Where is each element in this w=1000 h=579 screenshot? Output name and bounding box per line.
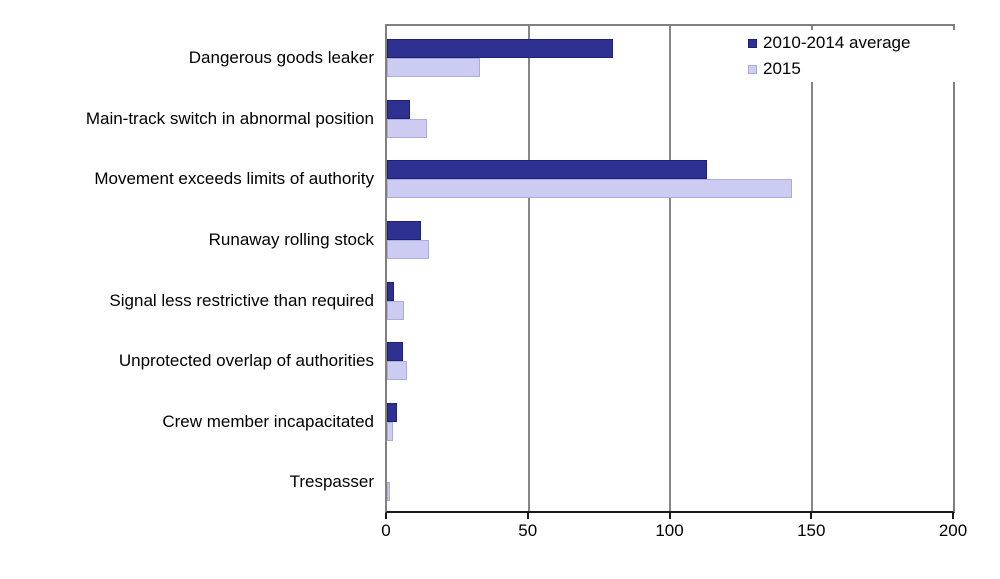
bar-2015: [387, 58, 481, 77]
bar-2010-2014-average: [387, 39, 614, 58]
legend: 2010-2014 average 2015: [744, 30, 958, 82]
bar-2010-2014-average: [387, 99, 410, 119]
x-tick-label: 100: [655, 521, 684, 540]
bar-2015: [387, 179, 792, 199]
bar-2010-2014-average: [387, 160, 707, 180]
x-tick: [952, 513, 954, 519]
x-tick: [385, 513, 387, 519]
bar-2015: [387, 118, 427, 138]
bar-2015: [387, 421, 393, 441]
bar-2010-2014-average: [387, 342, 403, 362]
bar-2015: [387, 239, 430, 259]
legend-item: 2015: [748, 56, 958, 82]
x-tick-label: 0: [381, 521, 391, 540]
gridline: [527, 26, 530, 511]
bar-2015: [387, 300, 404, 320]
gridline: [669, 26, 671, 511]
category-label: Trespasser: [289, 472, 374, 492]
category-label: Runaway rolling stock: [208, 229, 374, 249]
legend-swatch-icon: [748, 64, 757, 74]
bar-2010-2014-average: [387, 402, 397, 422]
bar-2015: [387, 482, 390, 502]
x-tick-label: 150: [797, 521, 826, 540]
x-tick: [810, 513, 813, 519]
bar-2010-2014-average: [387, 220, 421, 240]
gridline: [810, 26, 813, 511]
category-label: Main-track switch in abnormal position: [85, 108, 374, 128]
category-label: Signal less restrictive than required: [109, 290, 374, 310]
legend-label: 2015: [763, 59, 801, 78]
legend-item: 2010-2014 average: [748, 30, 958, 56]
legend-label: 2010-2014 average: [763, 33, 911, 52]
legend-swatch-icon: [748, 38, 757, 48]
x-tick-label: 50: [518, 521, 538, 540]
x-tick: [668, 513, 671, 519]
x-tick: [526, 513, 529, 519]
category-label: Unprotected overlap of authorities: [118, 351, 374, 371]
bar-2015: [387, 361, 407, 381]
category-label: Movement exceeds limits of authority: [94, 169, 374, 189]
plot-area: [385, 24, 955, 513]
x-tick-label: 200: [938, 521, 968, 540]
category-label: Crew member incapacitated: [162, 411, 374, 431]
bar-2010-2014-average: [387, 281, 395, 301]
category-label: Dangerous goods leaker: [188, 48, 374, 67]
